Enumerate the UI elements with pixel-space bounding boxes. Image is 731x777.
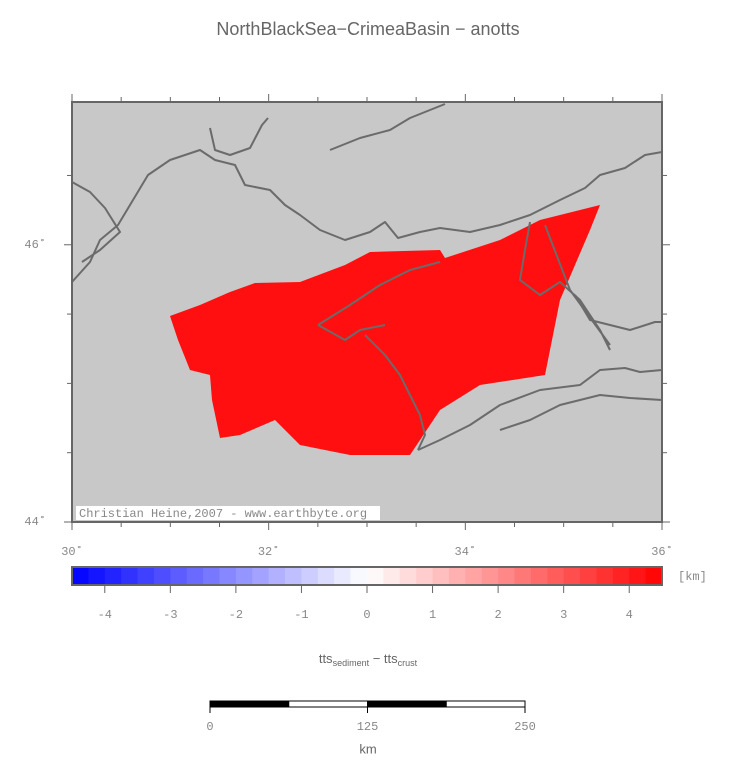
coastline	[209, 103, 446, 156]
credit-box	[76, 506, 380, 520]
colorbar-swatch	[104, 567, 122, 585]
colorbar-swatch	[88, 567, 106, 585]
colorbar-swatch	[268, 567, 286, 585]
coastline	[417, 367, 663, 451]
colorbar-swatch	[514, 567, 532, 585]
colorbar-swatch	[350, 567, 368, 585]
colorbar-tick-label: -1	[294, 608, 308, 622]
colorbar-swatch	[170, 567, 188, 585]
colorbar-swatch	[383, 567, 401, 585]
colorbar-swatch	[367, 567, 384, 585]
colorbar-swatch	[121, 567, 139, 585]
colorbar-tick-label: -3	[163, 608, 177, 622]
scalebar-segment	[445, 700, 526, 708]
colorbar-swatch	[285, 567, 302, 585]
colorbar-swatch	[153, 567, 171, 585]
colorbar-tick-label: 1	[429, 608, 436, 622]
colorbar-swatch	[301, 567, 319, 585]
title: NorthBlackSea−CrimeaBasin − anotts	[216, 19, 519, 39]
colorbar-swatch	[629, 567, 647, 585]
colorbar-swatch	[186, 567, 204, 585]
colorbar-swatch	[530, 567, 548, 585]
colorbar-swatch	[72, 567, 89, 585]
colorbar-swatch	[416, 567, 434, 585]
colorbar-tick-label: 0	[363, 608, 370, 622]
scalebar-segment	[288, 700, 368, 708]
colorbar-swatch	[580, 567, 597, 585]
scalebar-tick-label: 0	[206, 720, 213, 734]
x-tick-label: 30˚	[61, 545, 83, 559]
colorbar-tick-label: 3	[560, 608, 567, 622]
colorbar-swatch	[219, 567, 237, 585]
colorbar-swatch	[317, 567, 335, 585]
colorbar-swatch	[203, 567, 220, 585]
colorbar-tick-label: 4	[626, 608, 633, 622]
anomaly-region	[170, 205, 600, 455]
label-sub: sediment	[333, 658, 370, 668]
colorbar-swatch	[448, 567, 466, 585]
coastline	[519, 221, 611, 351]
label-sub: crust	[398, 658, 418, 668]
y-tick-label: 46˚	[24, 238, 46, 252]
colorbar-label: ttssediment − ttscrust	[319, 651, 418, 668]
colorbar-swatch	[481, 567, 499, 585]
colorbar-swatch	[612, 567, 630, 585]
colorbar-tick-label: 2	[495, 608, 502, 622]
colorbar-tick-label: -4	[98, 608, 112, 622]
x-tick-label: 34˚	[455, 545, 477, 559]
label-part: tts	[319, 651, 333, 666]
colorbar-swatch	[547, 567, 565, 585]
colorbar-swatch	[137, 567, 155, 585]
colorbar-swatch	[645, 567, 663, 585]
colorbar-tick-label: -2	[229, 608, 243, 622]
scalebar-tick-label: 250	[514, 720, 536, 734]
x-tick-label: 36˚	[651, 545, 673, 559]
scalebar-segment	[209, 700, 290, 708]
scalebar-unit: km	[359, 741, 376, 756]
scalebar-tick-label: 125	[357, 720, 379, 734]
colorbar-swatch	[235, 567, 253, 585]
colorbar-swatch	[252, 567, 270, 585]
scalebar-segment	[367, 700, 447, 708]
colorbar-swatch	[596, 567, 614, 585]
colorbar-swatch	[399, 567, 417, 585]
colorbar-swatch	[432, 567, 450, 585]
y-tick-label: 44˚	[24, 515, 46, 529]
label-part: − tts	[369, 651, 398, 666]
credit: Christian Heine,2007 - www.earthbyte.org	[79, 507, 367, 521]
colorbar-swatch	[465, 567, 483, 585]
coastline	[71, 149, 663, 283]
colorbar-swatch	[334, 567, 352, 585]
colorbar-swatch	[563, 567, 581, 585]
map-frame-group	[71, 101, 663, 523]
x-tick-label: 32˚	[258, 545, 280, 559]
colorbar-unit: [km]	[678, 570, 707, 584]
coastline	[317, 261, 662, 451]
coastline	[71, 181, 121, 263]
colorbar-swatch	[498, 567, 515, 585]
